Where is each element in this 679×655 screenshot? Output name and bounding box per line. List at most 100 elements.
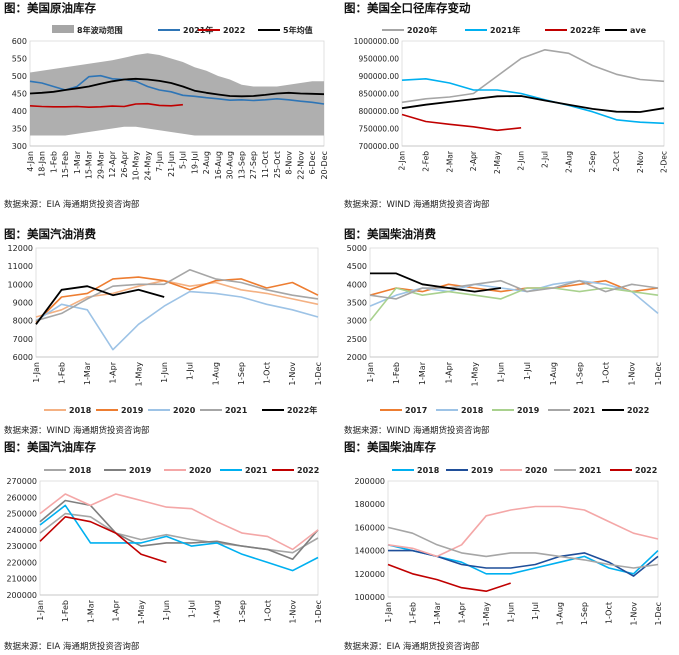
legend-label: 2019 <box>129 466 152 475</box>
x-tick-label: 2-Oct <box>612 151 621 172</box>
chart-gasoline-inventory: 200000 210000 220000 230000 240000 250000 2600… <box>6 466 322 625</box>
chart-diesel-consumption: 2000 2500 3000 3500 4000 4500 5000 1-Jan 1-Feb 1-… <box>347 244 663 415</box>
legend-label: 2021 <box>579 466 602 475</box>
legend-label: 5年均值 <box>283 25 313 35</box>
x-tick-label: 1-Nov <box>628 362 637 386</box>
y-tick-label: 850000.00 <box>358 90 399 99</box>
y-tick-label: 4000 <box>347 280 367 289</box>
series-line <box>35 279 319 318</box>
x-tick-label: 1-Sep <box>580 602 589 625</box>
x-tick-label: 1-Jun <box>507 602 516 623</box>
source-note: 数据来源：WIND 海通期货投资咨询部 <box>344 426 490 436</box>
x-tick-label: 2-Dec <box>660 151 669 173</box>
legend-label: 2022 <box>635 466 657 475</box>
y-tick-label: 700000.00 <box>358 142 399 151</box>
x-tick-label: 1-Jul <box>186 362 195 380</box>
series-line <box>401 95 665 113</box>
y-tick-label: 160000 <box>354 523 385 532</box>
x-tick-label: 2-Sep <box>588 151 597 173</box>
legend-label: 2022 <box>627 406 649 415</box>
x-tick-label: 1-Dec <box>314 362 323 385</box>
y-tick-label: 7000 <box>13 335 33 344</box>
x-tick-label: 2-Feb <box>421 151 430 172</box>
legend-label: 2017 <box>405 406 427 415</box>
y-tick-label: 210000 <box>6 575 37 584</box>
x-tick-label: 1-Feb <box>408 602 417 624</box>
x-tick-label: 1-Oct <box>601 362 610 384</box>
x-tick-label: 2-Aug <box>202 151 211 174</box>
x-tick-label: 16-Aug <box>214 151 223 180</box>
legend-label: 2018 <box>461 406 484 415</box>
plot-area <box>401 40 665 147</box>
y-tick-label: 750000.00 <box>358 125 399 134</box>
plot-area <box>387 480 659 598</box>
panel-title: 图：美国柴油消费 <box>344 227 436 241</box>
chart-diesel-inventory: 100000 120000 140000 160000 180000 200000 1-Ja… <box>354 466 662 627</box>
legend-label: 2021 <box>573 406 596 415</box>
x-tick-label: 2-Aug <box>564 151 573 173</box>
panel-diesel-consumption: 图：美国柴油消费 2000 2500 3000 3500 4000 4500 5000 1-J… <box>340 226 679 438</box>
x-tick-label: 1-Jan <box>36 600 45 621</box>
x-tick-label: 10-May <box>132 151 141 181</box>
series-line <box>387 544 659 575</box>
x-tick-label: 1-Dec <box>654 362 663 385</box>
legend-label: 2019 <box>121 406 144 415</box>
x-tick-label: 1-Feb <box>61 600 70 622</box>
x-tick-label: 5-Jul <box>179 151 188 169</box>
y-tick-label: 500 <box>12 72 27 81</box>
series-line <box>370 272 502 293</box>
x-tick-label: 1-Sep <box>238 600 247 623</box>
y-tick-label: 120000 <box>354 570 385 579</box>
y-tick-label: 5000 <box>347 244 367 253</box>
panel-title: 图：美国原油库存 <box>4 1 96 15</box>
x-tick-label: 2-Apr <box>469 150 478 171</box>
y-tick-label: 900000.00 <box>358 72 399 81</box>
series-line <box>387 526 659 569</box>
x-tick-label: 1-Apr <box>109 361 118 383</box>
x-tick-label: 1-Feb <box>57 362 66 384</box>
x-tick-label: 25-Oct <box>273 151 282 178</box>
y-tick-label: 10000 <box>8 280 33 289</box>
x-tick-label: 6-Dec <box>308 151 317 174</box>
x-tick-label: 8-Nov <box>285 151 294 175</box>
y-tick-label: 3000 <box>347 317 367 326</box>
legend-label: 2020年 <box>407 25 437 35</box>
legend-label: ave <box>630 26 647 35</box>
legend-swatch <box>52 25 74 33</box>
y-tick-label: 950000.00 <box>358 55 399 64</box>
series-line <box>39 504 319 572</box>
x-tick-label: 1-Aug <box>211 362 220 385</box>
series-line <box>29 102 183 108</box>
x-tick-label: 15-Feb <box>61 151 70 178</box>
x-tick-label: 21-Jun <box>167 151 176 177</box>
series-line <box>387 563 511 592</box>
x-tick-label: 1-Aug <box>556 602 565 625</box>
y-tick-label: 2500 <box>347 335 367 344</box>
y-tick-label: 4500 <box>347 262 367 271</box>
y-tick-label: 350 <box>12 125 27 134</box>
x-tick-label: 1-Apr <box>112 599 121 621</box>
series-line <box>401 78 665 125</box>
x-tick-label: 11-Oct <box>261 151 270 178</box>
x-tick-label: 24-May <box>143 151 152 181</box>
y-tick-label: 180000 <box>354 500 385 509</box>
y-tick-label: 300 <box>12 142 27 151</box>
x-tick-label: 7-Jun <box>155 151 164 172</box>
x-tick-label: 26-Apr <box>120 150 129 177</box>
x-tick-label: 18-Jan <box>38 151 47 177</box>
y-tick-label: 1000000.00 <box>354 37 400 46</box>
panel-gasoline-consumption: 图：美国汽油消费 6000 7000 8000 9000 10000 11000 12000… <box>0 226 340 438</box>
series-line <box>39 499 319 560</box>
y-tick-label: 250000 <box>6 510 37 519</box>
panel-total-inventory-change: 图：美国全口径库存变动 700000.00 750000.00 800000.00 8… <box>340 0 679 224</box>
legend-label: 2018 <box>69 466 92 475</box>
chart-total-inventory-change: 700000.00 750000.00 800000.00 850000.00 9000… <box>354 25 669 174</box>
series-line <box>387 505 659 558</box>
x-tick-label: 1-Nov <box>288 362 297 386</box>
legend-label: 2019 <box>471 466 494 475</box>
y-tick-label: 100000 <box>354 593 385 602</box>
x-tick-label: 1-Mar <box>73 150 82 174</box>
panel-title: 图：美国柴油库存 <box>344 440 436 454</box>
x-tick-label: 19-Jul <box>190 151 199 174</box>
x-tick-label: 1-Jun <box>162 600 171 621</box>
